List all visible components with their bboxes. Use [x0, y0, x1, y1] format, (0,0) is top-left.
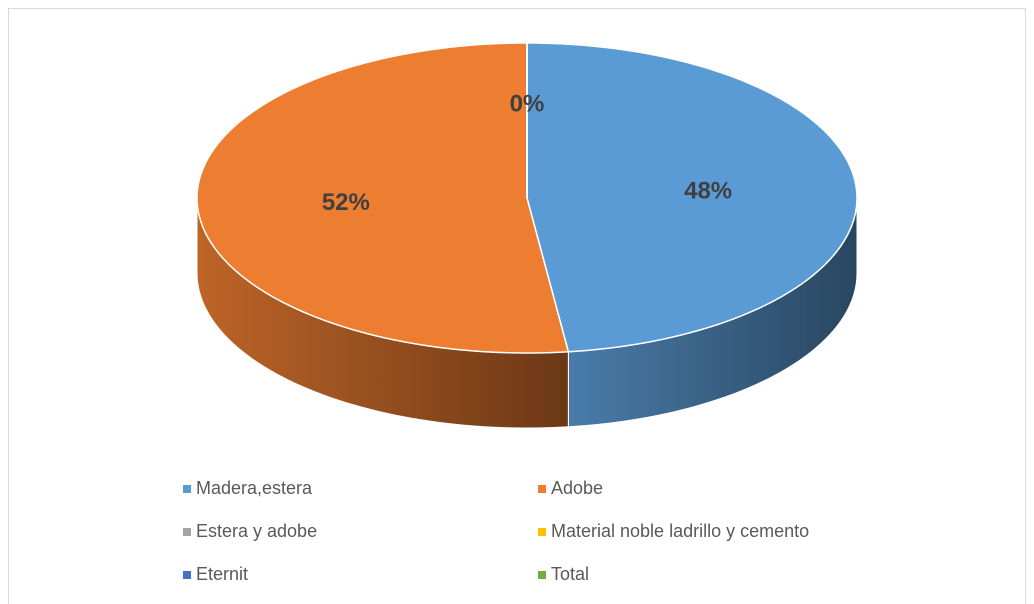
data-label: 0% [510, 90, 545, 117]
legend-label: Estera y adobe [196, 521, 317, 541]
data-label: 48% [684, 178, 732, 205]
legend-label: Madera,estera [196, 478, 313, 498]
slice [526, 42, 858, 353]
legend-marker [538, 485, 546, 493]
legend-marker [183, 528, 191, 536]
legend-label: Eternit [196, 564, 248, 584]
legend-marker [538, 528, 546, 536]
slice [196, 42, 570, 354]
legend-label: Total [551, 564, 589, 584]
legend-label: Material noble ladrillo y cemento [551, 521, 809, 541]
data-label: 52% [322, 189, 370, 216]
legend-marker [183, 485, 191, 493]
legend-marker [183, 571, 191, 579]
legend-marker [538, 571, 546, 579]
legend-label: Adobe [551, 478, 603, 498]
